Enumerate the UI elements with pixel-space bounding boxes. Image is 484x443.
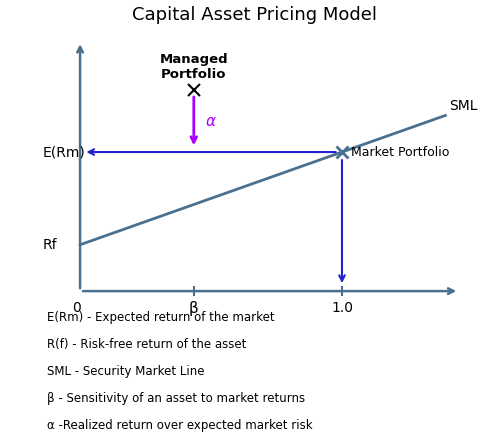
Text: β - Sensitivity of an asset to market returns: β - Sensitivity of an asset to market re… [47,392,305,405]
Text: 1.0: 1.0 [331,301,353,315]
Text: SML - Security Market Line: SML - Security Market Line [47,365,205,378]
Text: 0: 0 [72,301,81,315]
Text: α -Realized return over expected market risk: α -Realized return over expected market … [47,420,313,432]
Text: SML: SML [449,99,477,113]
Text: α: α [206,114,216,128]
Title: Capital Asset Pricing Model: Capital Asset Pricing Model [132,6,377,24]
Text: E(Rm): E(Rm) [42,145,85,159]
Text: Rf: Rf [42,238,57,252]
Text: Managed
Portfolio: Managed Portfolio [160,53,228,81]
Text: Market Portfolio: Market Portfolio [350,146,449,159]
Text: R(f) - Risk-free return of the asset: R(f) - Risk-free return of the asset [47,338,247,351]
Text: E(Rm) - Expected return of the market: E(Rm) - Expected return of the market [47,311,275,324]
Text: β: β [189,301,198,316]
